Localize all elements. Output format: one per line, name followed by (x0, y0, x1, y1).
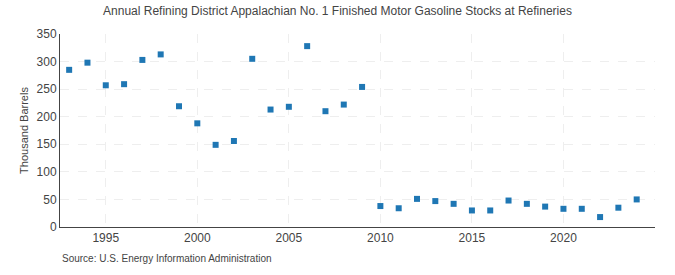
svg-text:0: 0 (50, 220, 57, 234)
svg-text:200: 200 (37, 110, 57, 124)
svg-text:50: 50 (43, 193, 57, 207)
svg-text:2010: 2010 (367, 231, 394, 245)
svg-text:350: 350 (37, 27, 57, 41)
svg-text:Thousand Barrels: Thousand Barrels (18, 87, 30, 174)
svg-text:Source: U.S. Energy Informatio: Source: U.S. Energy Information Administ… (62, 253, 272, 264)
svg-text:150: 150 (37, 137, 57, 151)
svg-text:2005: 2005 (275, 231, 302, 245)
svg-text:2000: 2000 (184, 231, 211, 245)
svg-text:2015: 2015 (459, 231, 486, 245)
svg-text:1995: 1995 (92, 231, 119, 245)
svg-text:250: 250 (37, 82, 57, 96)
svg-text:2020: 2020 (550, 231, 577, 245)
svg-text:100: 100 (37, 165, 57, 179)
svg-text:300: 300 (37, 55, 57, 69)
svg-text:Annual Refining District Appal: Annual Refining District Appalachian No.… (103, 4, 572, 18)
